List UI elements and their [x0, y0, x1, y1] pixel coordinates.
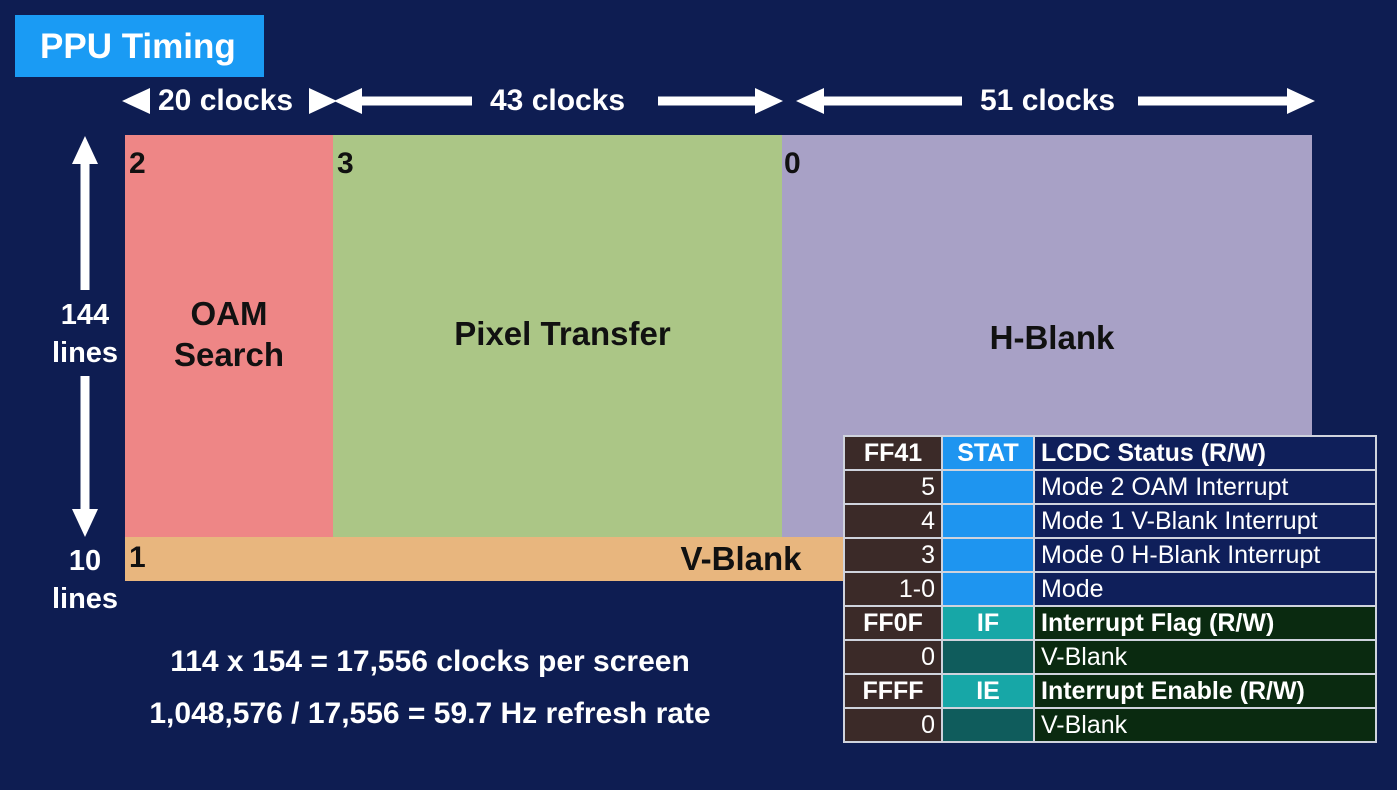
bit-number: 1-0 [843, 571, 943, 607]
bit-cell [941, 639, 1035, 675]
table-row: FF0F IF Interrupt Flag (R/W) [843, 605, 1377, 641]
register-table: FF41 STAT LCDC Status (R/W) 5 Mode 2 OAM… [843, 435, 1377, 743]
register-name: Interrupt Flag (R/W) [1033, 605, 1377, 641]
register-name: LCDC Status (R/W) [1033, 435, 1377, 471]
pixel-transfer-label: Pixel Transfer [454, 315, 671, 352]
vblank-label: V-Blank [680, 540, 802, 577]
table-row: 5 Mode 2 OAM Interrupt [843, 469, 1377, 505]
bit-number: 3 [843, 537, 943, 573]
table-row: FFFF IE Interrupt Enable (R/W) [843, 673, 1377, 709]
bit-cell [941, 503, 1035, 539]
arrowhead-down-icon [72, 509, 98, 537]
oam-label-line1: OAM [190, 295, 268, 332]
mode-number: 0 [784, 147, 801, 180]
register-address: FFFF [843, 673, 943, 709]
mode-number: 3 [337, 147, 354, 180]
register-address: FF0F [843, 605, 943, 641]
register-address: FF41 [843, 435, 943, 471]
mode-number: 2 [129, 147, 146, 180]
visible-lines-unit: lines [51, 337, 119, 369]
bit-description: Mode [1033, 571, 1377, 607]
table-row: 1-0 Mode [843, 571, 1377, 607]
vblank-lines-unit: lines [51, 583, 119, 615]
arrowhead-up-icon [72, 136, 98, 164]
bit-description: V-Blank [1033, 707, 1377, 743]
bit-description: Mode 1 V-Blank Interrupt [1033, 503, 1377, 539]
vblank-lines-label: 10 lines [40, 542, 130, 618]
arrowhead-left-icon [334, 88, 362, 114]
arrowhead-left-icon [796, 88, 824, 114]
arrowhead-right-icon [1287, 88, 1315, 114]
bit-cell [941, 707, 1035, 743]
refresh-rate-formula: 1,048,576 / 17,556 = 59.7 Hz refresh rat… [149, 697, 711, 730]
vblank-lines-count: 10 [68, 545, 102, 577]
bit-description: Mode 2 OAM Interrupt [1033, 469, 1377, 505]
hblank-label: H-Blank [989, 319, 1115, 356]
hblank-clocks-label: 51 clocks [980, 84, 1116, 117]
bit-description: Mode 0 H-Blank Interrupt [1033, 537, 1377, 573]
bit-number: 5 [843, 469, 943, 505]
oam-search-region: 2 OAM Search [125, 135, 333, 537]
register-name: Interrupt Enable (R/W) [1033, 673, 1377, 709]
transfer-clocks-label: 43 clocks [490, 84, 626, 117]
clocks-per-screen-formula: 114 x 154 = 17,556 clocks per screen [170, 645, 690, 678]
table-row: 0 V-Blank [843, 707, 1377, 743]
slide-title: PPU Timing [40, 27, 236, 66]
bit-description: V-Blank [1033, 639, 1377, 675]
visible-lines-label: 144 lines [40, 296, 130, 372]
oam-label-line2: Search [173, 336, 285, 373]
oam-search-label: OAM Search [125, 293, 333, 375]
table-row: FF41 STAT LCDC Status (R/W) [843, 435, 1377, 471]
register-mnemonic: STAT [941, 435, 1035, 471]
pixel-transfer-region: 3 Pixel Transfer [333, 135, 782, 537]
visible-lines-count: 144 [60, 299, 110, 331]
bit-number: 4 [843, 503, 943, 539]
title-badge: PPU Timing [15, 15, 264, 77]
arrowhead-right-icon [309, 88, 337, 114]
bit-cell [941, 469, 1035, 505]
table-row: 3 Mode 0 H-Blank Interrupt [843, 537, 1377, 573]
oam-clocks-label: 20 clocks [158, 84, 294, 117]
register-mnemonic: IF [941, 605, 1035, 641]
bit-number: 0 [843, 639, 943, 675]
table-row: 4 Mode 1 V-Blank Interrupt [843, 503, 1377, 539]
bit-cell [941, 571, 1035, 607]
table-row: 0 V-Blank [843, 639, 1377, 675]
arrowhead-right-icon [755, 88, 783, 114]
bit-number: 0 [843, 707, 943, 743]
register-mnemonic: IE [941, 673, 1035, 709]
arrowhead-left-icon [122, 88, 150, 114]
bit-cell [941, 537, 1035, 573]
mode-number: 1 [129, 541, 146, 574]
